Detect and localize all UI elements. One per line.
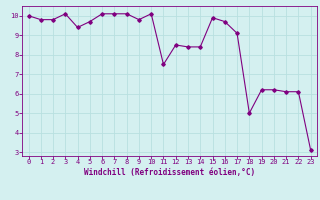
X-axis label: Windchill (Refroidissement éolien,°C): Windchill (Refroidissement éolien,°C) <box>84 168 255 177</box>
